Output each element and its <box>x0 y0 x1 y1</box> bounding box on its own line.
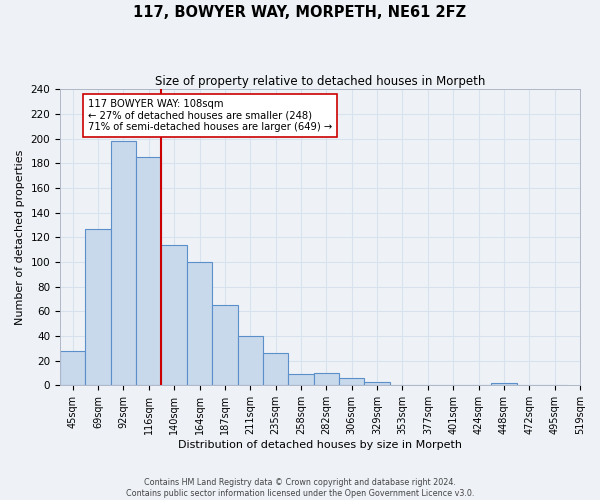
Title: Size of property relative to detached houses in Morpeth: Size of property relative to detached ho… <box>155 75 485 88</box>
Bar <box>161 244 187 386</box>
Bar <box>339 378 364 386</box>
Text: 117, BOWYER WAY, MORPETH, NE61 2FZ: 117, BOWYER WAY, MORPETH, NE61 2FZ <box>133 5 467 20</box>
Bar <box>314 373 339 386</box>
Bar <box>85 228 111 386</box>
Bar <box>238 336 263 386</box>
Bar <box>263 354 289 386</box>
Y-axis label: Number of detached properties: Number of detached properties <box>15 150 25 325</box>
Bar <box>60 351 85 386</box>
Bar <box>212 305 238 386</box>
Bar <box>289 374 314 386</box>
Bar <box>136 157 161 386</box>
Bar <box>364 382 390 386</box>
Bar <box>491 383 517 386</box>
Text: Contains HM Land Registry data © Crown copyright and database right 2024.
Contai: Contains HM Land Registry data © Crown c… <box>126 478 474 498</box>
Bar <box>187 262 212 386</box>
Bar <box>111 141 136 386</box>
X-axis label: Distribution of detached houses by size in Morpeth: Distribution of detached houses by size … <box>178 440 462 450</box>
Text: 117 BOWYER WAY: 108sqm
← 27% of detached houses are smaller (248)
71% of semi-de: 117 BOWYER WAY: 108sqm ← 27% of detached… <box>88 99 332 132</box>
